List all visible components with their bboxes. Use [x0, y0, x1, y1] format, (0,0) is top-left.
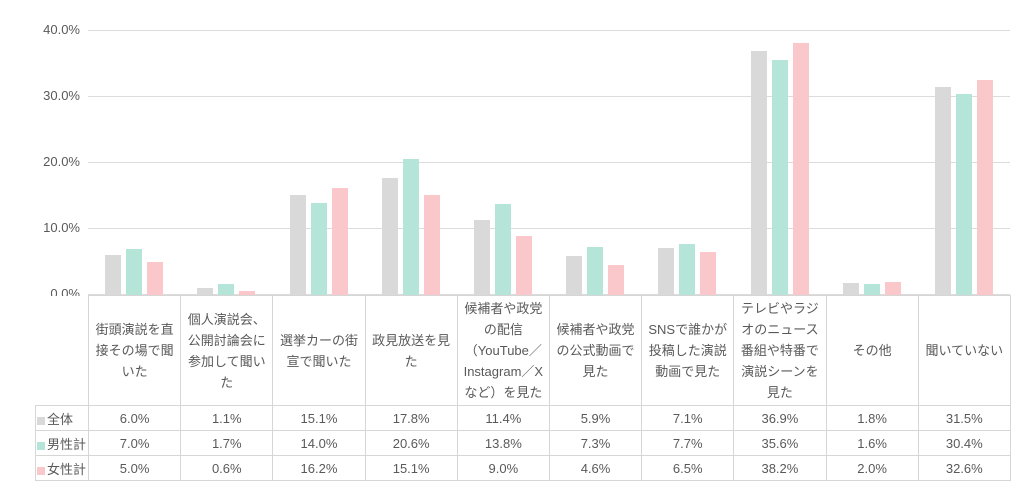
- bar-全体-6: [566, 256, 583, 295]
- value-cell-全体-8: 36.9%: [733, 405, 827, 431]
- value-cell-男性計-10: 30.4%: [917, 430, 1011, 456]
- bar-全体-2: [197, 287, 214, 295]
- y-axis-tick-label: 30.0%: [43, 88, 80, 103]
- bar-女性計-9: [884, 281, 901, 295]
- gridline: [88, 228, 1010, 229]
- series-label-cell: 女性計: [35, 455, 89, 481]
- bar-男性計-3: [310, 202, 327, 295]
- bar-女性計-10: [976, 79, 993, 295]
- legend-swatch-icon: [37, 466, 45, 475]
- value-cell-全体-9: 1.8%: [825, 405, 919, 431]
- value-cell-男性計-7: 7.7%: [641, 430, 735, 456]
- value-cell-女性計-7: 6.5%: [641, 455, 735, 481]
- bar-男性計-4: [402, 159, 419, 295]
- bar-男性計-5: [494, 203, 511, 295]
- category-header-2: 個人演説会、公開討論会に参加して聞いた: [180, 295, 274, 406]
- value-cell-全体-3: 15.1%: [272, 405, 366, 431]
- value-cell-男性計-3: 14.0%: [272, 430, 366, 456]
- series-name: 女性計: [47, 461, 87, 477]
- bar-全体-5: [473, 219, 490, 295]
- series-label-cell: 男性計: [35, 430, 89, 456]
- bar-女性計-2: [239, 291, 256, 295]
- bar-全体-9: [842, 283, 859, 295]
- value-cell-女性計-1: 5.0%: [87, 455, 182, 481]
- value-cell-女性計-9: 2.0%: [825, 455, 919, 481]
- value-cell-男性計-1: 7.0%: [87, 430, 182, 456]
- y-axis-tick-label: 40.0%: [43, 22, 80, 37]
- value-cell-女性計-3: 16.2%: [272, 455, 366, 481]
- value-cell-全体-4: 17.8%: [364, 405, 458, 431]
- bar-女性計-6: [608, 264, 625, 295]
- table-row-全体: 全体 6.0% 1.1% 15.1% 17.8% 11.4% 5.9% 7.1% 36.9% 1.…: [35, 405, 1011, 431]
- bar-男性計-10: [955, 94, 972, 295]
- value-cell-女性計-10: 32.6%: [917, 455, 1011, 481]
- bar-女性計-4: [423, 195, 440, 295]
- gridline: [88, 294, 1010, 295]
- bar-全体-8: [750, 51, 767, 295]
- series-label-cell: 全体: [35, 405, 89, 431]
- value-cell-女性計-8: 38.2%: [733, 455, 827, 481]
- gridline: [88, 30, 1010, 31]
- series-name: 男性計: [47, 436, 87, 452]
- bar-女性計-8: [792, 42, 809, 295]
- series-name: 全体: [47, 411, 74, 427]
- bar-男性計-1: [126, 248, 143, 295]
- bar-全体-4: [381, 177, 398, 295]
- value-cell-男性計-4: 20.6%: [364, 430, 458, 456]
- bar-全体-3: [289, 195, 306, 295]
- value-cell-女性計-5: 9.0%: [456, 455, 550, 481]
- bar-全体-7: [658, 248, 675, 295]
- table-row-女性計: 女性計 5.0% 0.6% 16.2% 15.1% 9.0% 4.6% 6.5% 38.2% 2.…: [35, 455, 1011, 481]
- value-cell-全体-5: 11.4%: [456, 405, 550, 431]
- bar-男性計-8: [771, 60, 788, 295]
- value-cell-男性計-8: 35.6%: [733, 430, 827, 456]
- category-header-4: 政見放送を見た: [364, 295, 458, 406]
- value-cell-全体-7: 7.1%: [641, 405, 735, 431]
- bar-女性計-3: [331, 188, 348, 295]
- value-cell-全体-6: 5.9%: [548, 405, 643, 431]
- bar-女性計-5: [515, 235, 532, 295]
- value-cell-男性計-2: 1.7%: [180, 430, 274, 456]
- bar-男性計-2: [218, 283, 235, 295]
- value-cell-女性計-2: 0.6%: [180, 455, 274, 481]
- category-header-3: 選挙カーの街宣で聞いた: [272, 295, 366, 406]
- bar-女性計-1: [147, 262, 164, 295]
- value-cell-全体-1: 6.0%: [87, 405, 182, 431]
- category-header-8: テレビやラジオのニュース番組や特番で演説シーンを見た: [733, 295, 827, 406]
- value-cell-男性計-5: 13.8%: [456, 430, 550, 456]
- category-header-10: 聞いていない: [917, 295, 1011, 406]
- gridline: [88, 96, 1010, 97]
- category-header-6: 候補者や政党の公式動画で見た: [548, 295, 643, 406]
- table-row-男性計: 男性計 7.0% 1.7% 14.0% 20.6% 13.8% 7.3% 7.7% 35.6% 1…: [35, 430, 1011, 456]
- category-header-9: その他: [825, 295, 919, 406]
- value-cell-全体-10: 31.5%: [917, 405, 1011, 431]
- legend-swatch-icon: [37, 416, 45, 425]
- bar-男性計-7: [679, 244, 696, 295]
- value-cell-女性計-6: 4.6%: [548, 455, 643, 481]
- gridline: [88, 162, 1010, 163]
- value-cell-女性計-4: 15.1%: [364, 455, 458, 481]
- bar-全体-10: [934, 87, 951, 295]
- bar-男性計-9: [863, 284, 880, 295]
- bar-全体-1: [105, 255, 122, 295]
- category-header-1: 街頭演説を直接その場で聞いた: [87, 295, 182, 406]
- chart-data-table: 街頭演説を直接その場で聞いた 個人演説会、公開討論会に参加して聞いた 選挙カーの街宣…: [35, 295, 1011, 481]
- value-cell-全体-2: 1.1%: [180, 405, 274, 431]
- value-cell-男性計-6: 7.3%: [548, 430, 643, 456]
- category-header-7: SNSで誰かが投稿した演説動画で見た: [641, 295, 735, 406]
- value-cell-男性計-9: 1.6%: [825, 430, 919, 456]
- table-corner-cell: [35, 295, 89, 406]
- legend-swatch-icon: [37, 441, 45, 450]
- bar-女性計-7: [700, 252, 717, 295]
- bar-男性計-6: [587, 246, 604, 295]
- y-axis-tick-label: 20.0%: [43, 154, 80, 169]
- y-axis-tick-label: 10.0%: [43, 220, 80, 235]
- category-header-5: 候補者や政党の配信（YouTube／Instagram／Xなど）を見た: [456, 295, 550, 406]
